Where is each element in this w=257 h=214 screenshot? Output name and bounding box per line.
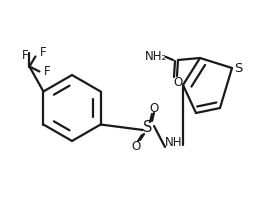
Text: NH: NH <box>165 137 183 150</box>
Text: O: O <box>149 101 159 114</box>
Text: O: O <box>173 76 183 89</box>
Text: S: S <box>143 120 153 135</box>
Text: O: O <box>131 140 141 153</box>
Text: F: F <box>43 65 50 78</box>
Text: F: F <box>22 49 29 61</box>
Text: F: F <box>39 46 46 59</box>
Text: S: S <box>234 61 242 74</box>
Text: NH₂: NH₂ <box>145 49 167 62</box>
